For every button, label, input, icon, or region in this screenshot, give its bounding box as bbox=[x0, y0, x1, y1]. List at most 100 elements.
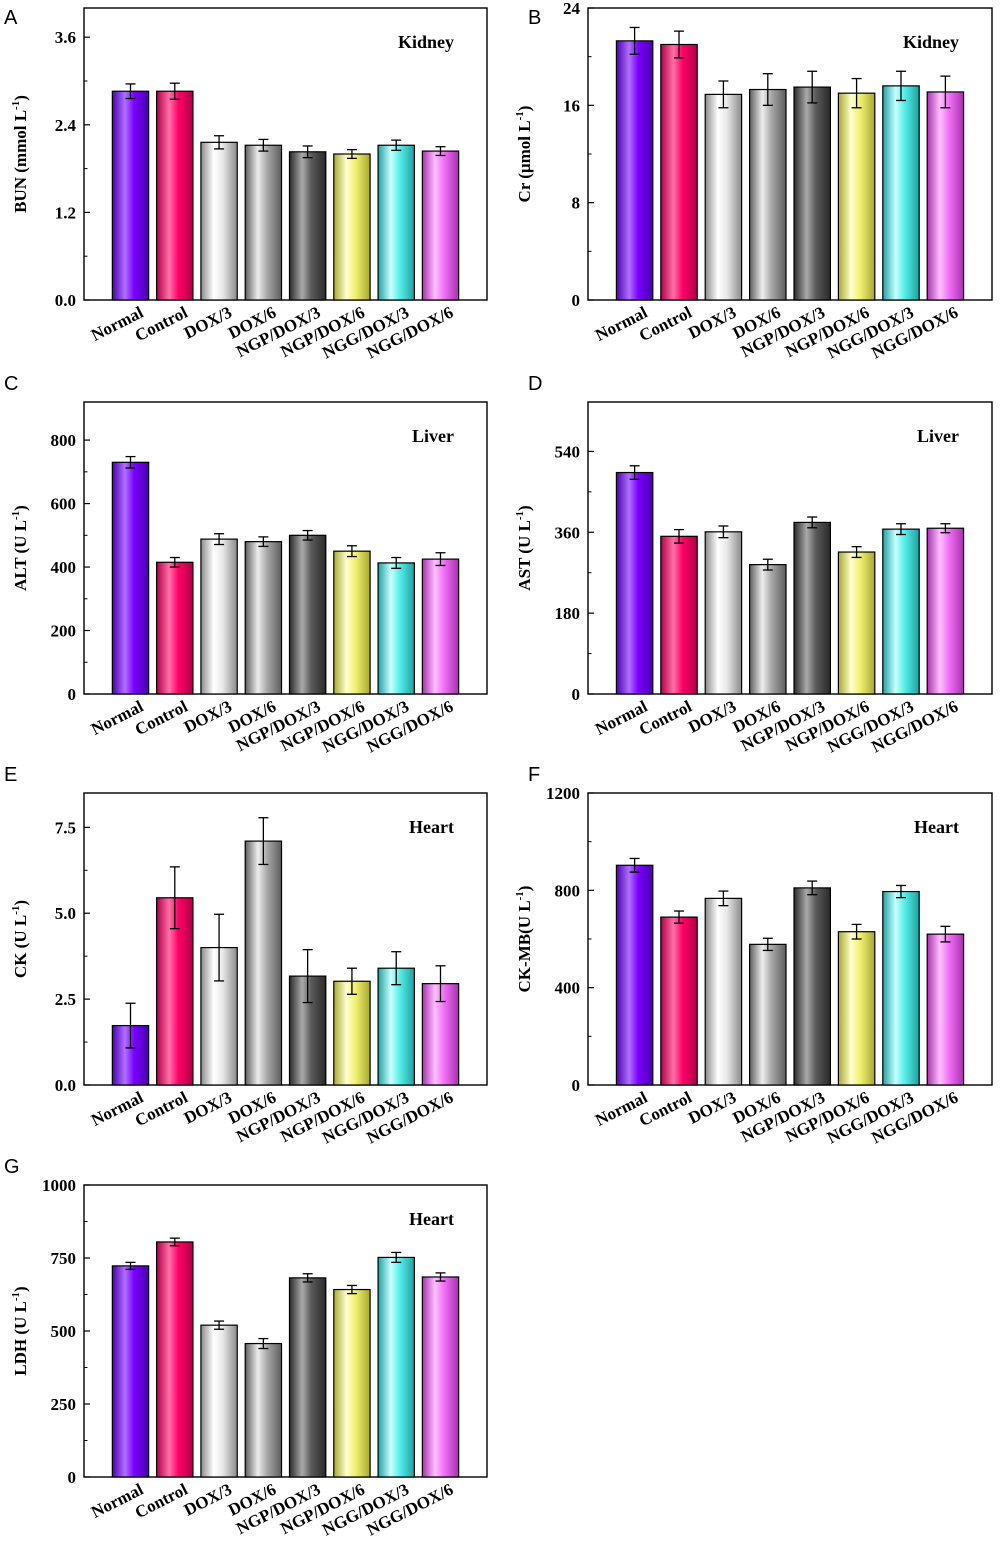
bar-ngg-dox-3 bbox=[377, 1256, 415, 1478]
plot-frame bbox=[83, 7, 488, 301]
panel-d: D0180360540NormalControlDOX/3DOX/6NGP/DO… bbox=[514, 373, 993, 756]
bar-ngg-dox-6 bbox=[421, 150, 460, 301]
bar-ngg-dox-3 bbox=[882, 528, 920, 695]
bar-ngp-dox-3 bbox=[793, 887, 832, 1086]
bar-control bbox=[156, 561, 194, 695]
organ-label: Kidney bbox=[903, 32, 959, 52]
bar-dox-6 bbox=[244, 840, 283, 1086]
y-tick-label: 7.5 bbox=[55, 818, 76, 837]
bar-normal bbox=[111, 461, 150, 695]
panel-f: F04008001200NormalControlDOX/3DOX/6NGP/D… bbox=[514, 764, 993, 1147]
bar-ngg-dox-3 bbox=[377, 562, 415, 695]
bar-ngp-dox-3 bbox=[288, 1277, 327, 1478]
y-tick-label: 750 bbox=[51, 1249, 77, 1268]
bar-normal bbox=[111, 1265, 150, 1478]
bar-ngp-dox-6 bbox=[333, 980, 371, 1086]
y-tick-label: 0 bbox=[572, 685, 581, 704]
organ-label: Heart bbox=[914, 817, 959, 837]
bar-normal bbox=[615, 40, 654, 301]
bar-ngg-dox-6 bbox=[926, 527, 965, 695]
organ-label: Kidney bbox=[398, 32, 454, 52]
y-tick-label: 0.0 bbox=[55, 1076, 76, 1095]
panel-g: G02505007501000NormalControlDOX/3DOX/6NG… bbox=[4, 1156, 488, 1539]
bar-dox-6 bbox=[244, 1342, 283, 1478]
y-tick-label: 1000 bbox=[42, 1176, 76, 1195]
y-axis-title: ALT (U L-1) bbox=[10, 505, 30, 591]
x-tick-label-dox-3: DOX/3 bbox=[181, 697, 235, 737]
bar-dox-3 bbox=[704, 93, 743, 301]
bar-ngg-dox-3 bbox=[882, 890, 920, 1086]
x-tick-label-dox-3: DOX/3 bbox=[181, 1480, 235, 1520]
y-tick-label: 0 bbox=[68, 1468, 77, 1487]
bar-dox-3 bbox=[200, 141, 238, 301]
bar-dox-6 bbox=[748, 88, 787, 301]
bar-ngg-dox-6 bbox=[421, 558, 460, 695]
y-tick-label: 16 bbox=[563, 96, 580, 115]
y-tick-label: 200 bbox=[51, 622, 77, 641]
bar-ngp-dox-6 bbox=[333, 1288, 371, 1478]
plot-frame bbox=[83, 401, 488, 695]
panels-group: A0.01.22.43.6NormalControlDOX/3DOX/6NGP/… bbox=[4, 0, 993, 1539]
x-tick-label-dox-3: DOX/3 bbox=[181, 303, 235, 343]
panel-b: B081624NormalControlDOX/3DOX/6NGP/DOX/3N… bbox=[514, 0, 993, 362]
bar-ngp-dox-3 bbox=[793, 521, 832, 695]
bar-ngp-dox-6 bbox=[333, 153, 371, 301]
bar-ngp-dox-3 bbox=[288, 151, 327, 301]
y-axis-title: BUN (mmol L-1) bbox=[10, 95, 30, 213]
panel-label-b: B bbox=[528, 7, 541, 29]
panel-e: E0.02.55.07.5NormalControlDOX/3DOX/6NGP/… bbox=[4, 764, 488, 1147]
bar-dox-6 bbox=[748, 564, 787, 695]
x-tick-label-dox-3: DOX/3 bbox=[685, 697, 739, 737]
y-tick-label: 0.0 bbox=[55, 291, 76, 310]
bar-ngp-dox-6 bbox=[837, 92, 876, 301]
y-tick-label: 5.0 bbox=[55, 904, 76, 923]
bar-control bbox=[156, 1241, 194, 1478]
y-tick-label: 400 bbox=[51, 558, 77, 577]
panel-label-a: A bbox=[4, 7, 18, 29]
bar-ngp-dox-6 bbox=[333, 550, 371, 695]
y-tick-label: 8 bbox=[572, 194, 581, 213]
y-tick-label: 500 bbox=[51, 1322, 77, 1341]
y-tick-label: 0 bbox=[572, 1076, 581, 1095]
y-tick-label: 3.6 bbox=[55, 28, 76, 47]
y-tick-label: 600 bbox=[51, 495, 77, 514]
y-axis-title: AST (U L-1) bbox=[514, 505, 534, 590]
panel-label-g: G bbox=[4, 1156, 20, 1178]
organ-label: Liver bbox=[412, 426, 454, 446]
panel-a: A0.01.22.43.6NormalControlDOX/3DOX/6NGP/… bbox=[4, 7, 488, 362]
y-axis-title: LDH (U L-1) bbox=[10, 1286, 30, 1375]
y-tick-label: 0 bbox=[68, 685, 77, 704]
bar-normal bbox=[615, 864, 654, 1086]
x-tick-label-dox-3: DOX/3 bbox=[685, 303, 739, 343]
plot-frame bbox=[83, 792, 488, 1086]
y-tick-label: 0 bbox=[572, 291, 581, 310]
y-tick-label: 800 bbox=[51, 431, 77, 450]
bar-ngp-dox-6 bbox=[837, 551, 876, 695]
bar-ngg-dox-3 bbox=[377, 144, 415, 301]
bar-control bbox=[660, 43, 698, 301]
bar-ngp-dox-3 bbox=[288, 534, 327, 695]
y-tick-label: 540 bbox=[555, 442, 581, 461]
y-axis-title: Cr (μmol L-1) bbox=[514, 106, 534, 203]
bar-ngp-dox-3 bbox=[793, 86, 832, 301]
bar-normal bbox=[615, 471, 654, 695]
bar-dox-6 bbox=[244, 144, 283, 301]
bar-dox-3 bbox=[704, 531, 743, 695]
x-tick-label-dox-3: DOX/3 bbox=[181, 1088, 235, 1128]
bar-dox-3 bbox=[200, 538, 238, 695]
y-tick-label: 250 bbox=[51, 1395, 77, 1414]
organ-label: Liver bbox=[917, 426, 959, 446]
y-tick-label: 1200 bbox=[546, 784, 580, 803]
bar-control bbox=[660, 916, 698, 1086]
bar-ngg-dox-6 bbox=[926, 933, 965, 1086]
panel-label-e: E bbox=[4, 764, 17, 786]
panel-c: C0200400600800NormalControlDOX/3DOX/6NGP… bbox=[4, 373, 488, 756]
bar-dox-3 bbox=[200, 1324, 238, 1478]
panel-label-f: F bbox=[528, 764, 540, 786]
bar-ngg-dox-6 bbox=[926, 91, 965, 301]
organ-label: Heart bbox=[409, 1209, 454, 1229]
y-tick-label: 800 bbox=[555, 881, 581, 900]
bar-dox-6 bbox=[748, 943, 787, 1086]
y-axis-title: CK-MB(U L-1) bbox=[514, 886, 534, 993]
